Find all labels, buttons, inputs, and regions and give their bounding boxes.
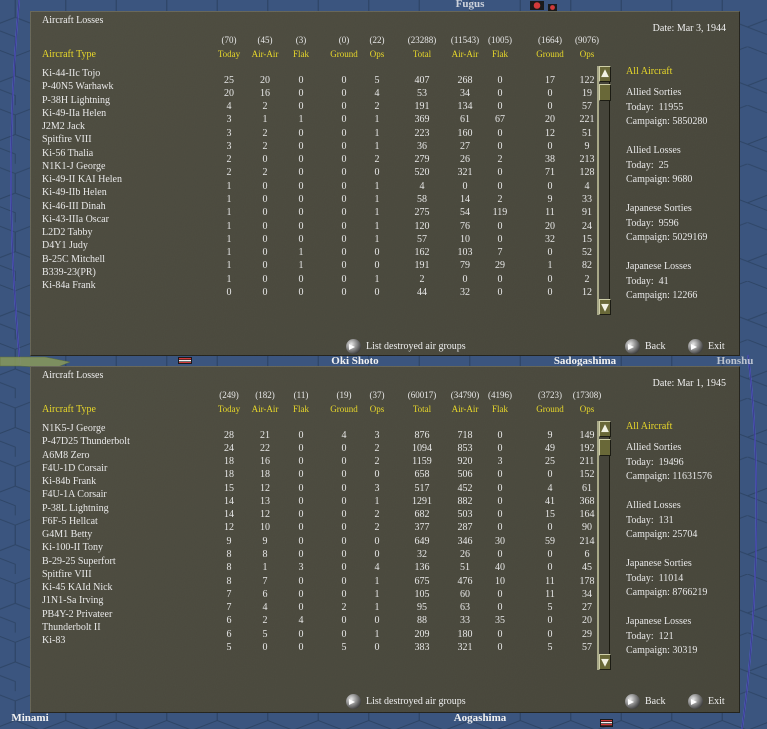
svg-text:Aogashima: Aogashima [454, 712, 507, 724]
svg-text:Fugus: Fugus [456, 0, 485, 10]
svg-text:Minami: Minami [11, 712, 48, 724]
